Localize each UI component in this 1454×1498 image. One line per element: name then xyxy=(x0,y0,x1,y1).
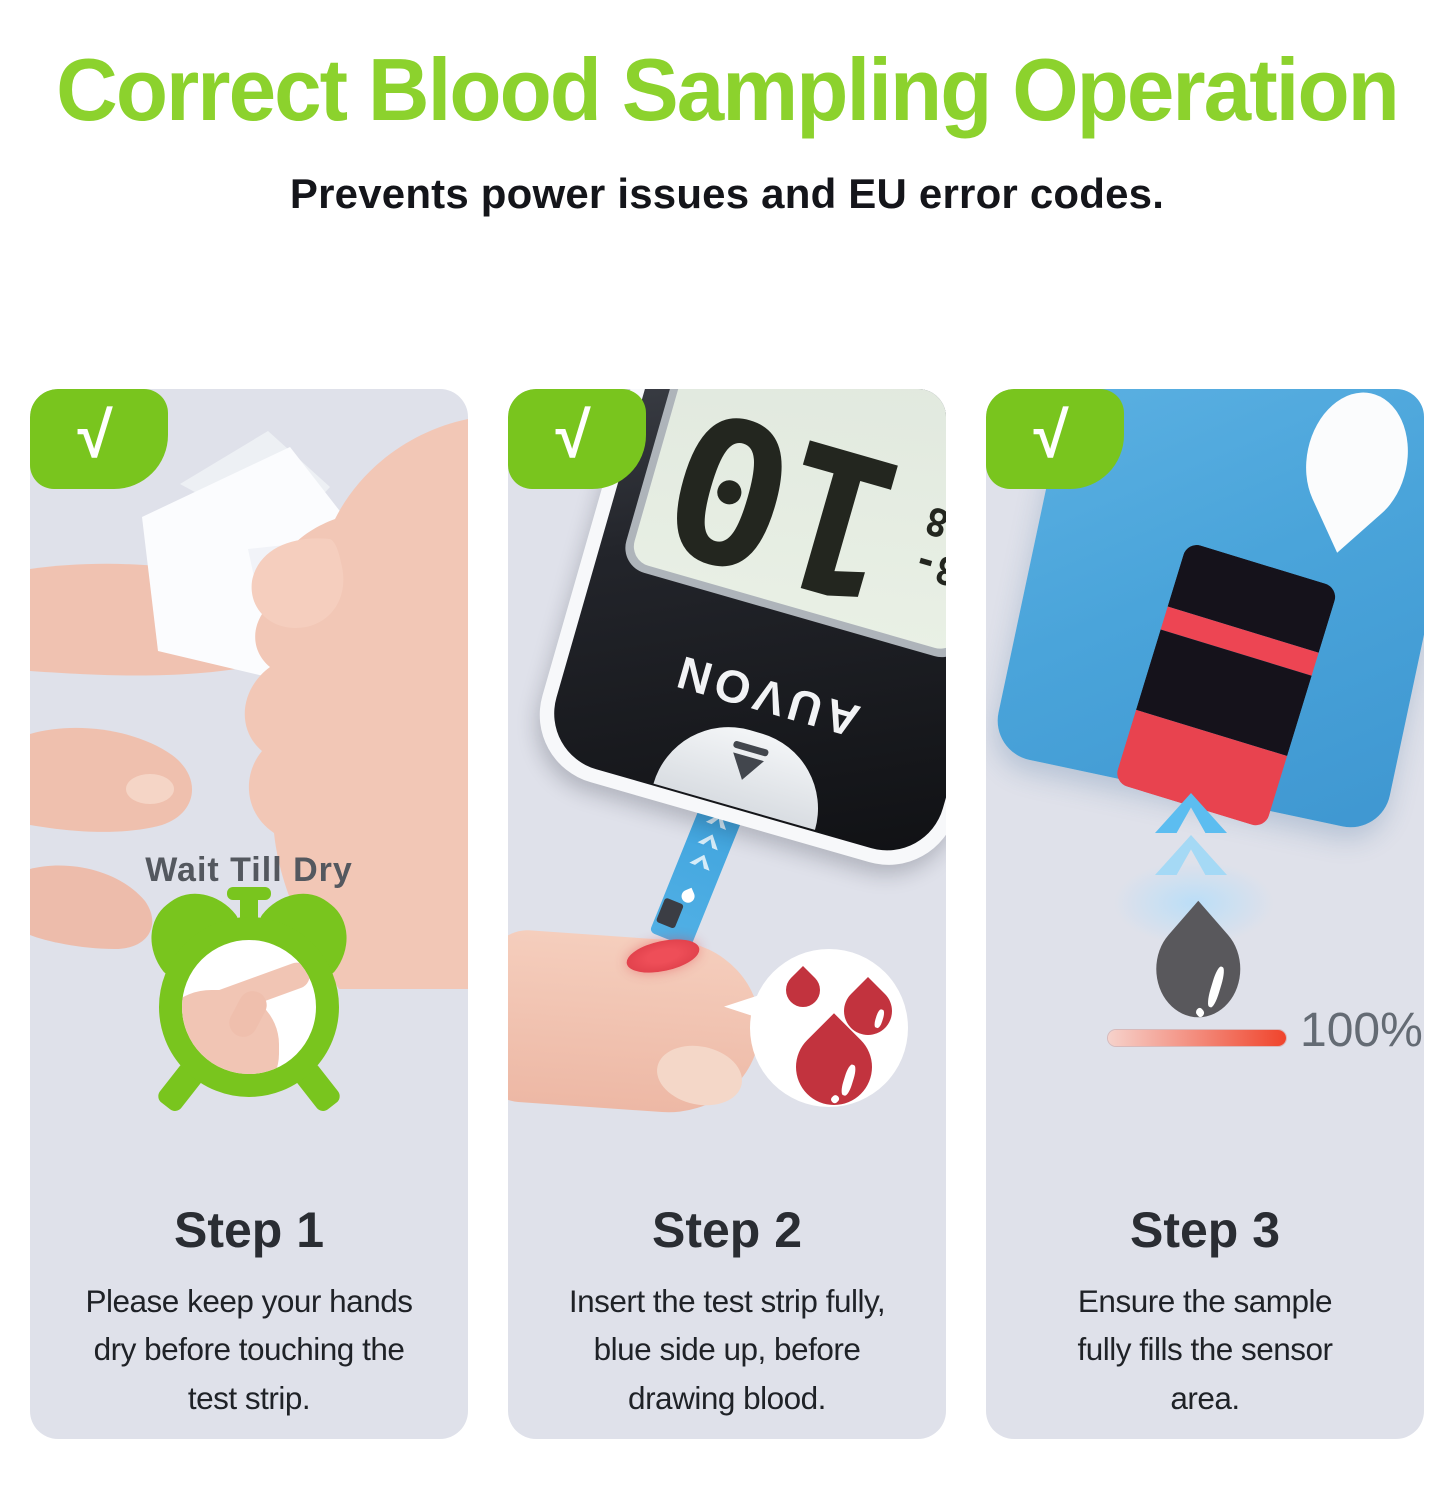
hands-drying-photo xyxy=(30,419,468,989)
clock-winder xyxy=(227,887,271,900)
strip-drop-icon xyxy=(679,887,697,905)
clock-winder-stem xyxy=(240,898,258,920)
steps-row: √ Wait Till Dry xyxy=(30,389,1424,1439)
alarm-clock-icon xyxy=(132,875,366,1115)
step-2-body: Insert the test strip fully, blue side u… xyxy=(568,1282,886,1417)
gray-drop-shape xyxy=(1138,900,1258,1038)
strip-arrow-icon xyxy=(697,830,722,850)
sensor-area xyxy=(1113,541,1339,829)
drop-highlight-dot xyxy=(829,1093,841,1105)
fill-percent-label: 100% xyxy=(1300,1004,1423,1057)
drop-highlight xyxy=(872,1008,885,1029)
lcd-bezel: 8-08 10 de mg/dL 12:06 xyxy=(619,389,946,664)
check-badge: √ xyxy=(986,389,1124,489)
step-2-heading: Step 2 xyxy=(651,1201,803,1258)
white-teardrop-icon xyxy=(1287,389,1424,553)
page-title: Correct Blood Sampling Operation xyxy=(56,40,1400,139)
page-subtitle: Prevents power issues and EU error codes… xyxy=(289,170,1165,218)
wait-till-dry-label: Wait Till Dry xyxy=(145,851,353,889)
step-3-body: Ensure the sample fully fills the sensor… xyxy=(1077,1282,1333,1417)
check-icon: √ xyxy=(555,399,591,471)
strip-drop-mark xyxy=(1287,389,1424,553)
step-2-card: √ 8-08 10 xyxy=(508,389,946,1439)
check-icon: √ xyxy=(77,399,113,471)
drop-highlight xyxy=(1206,965,1227,1009)
left-thumb xyxy=(30,865,153,949)
sample-drop-icon xyxy=(1138,900,1258,1038)
drop-highlight xyxy=(839,1063,858,1098)
step-1-heading: Step 1 xyxy=(173,1201,325,1258)
step-1-card: √ Wait Till Dry xyxy=(30,389,468,1439)
right-thumb xyxy=(251,538,344,628)
step-1-body: Please keep your hands dry before touchi… xyxy=(85,1282,413,1417)
step-3-card: √ 100% Step 3 Ensure the sam xyxy=(986,389,1424,1439)
drop-highlight-dot xyxy=(1194,1006,1206,1019)
fingernail xyxy=(651,1038,748,1113)
curled-fingernail xyxy=(126,774,174,804)
port-arrow-icon xyxy=(726,752,764,785)
lcd-reading: 10 xyxy=(646,389,929,648)
lcd-content: 8-08 10 de mg/dL 12:06 xyxy=(629,389,946,653)
fill-progress-bar xyxy=(1108,1030,1286,1046)
blood-drops-bubble xyxy=(724,949,908,1121)
step-3-heading: Step 3 xyxy=(1129,1201,1281,1258)
check-badge: √ xyxy=(30,389,168,489)
strip-arrow-icon xyxy=(689,851,714,871)
lcd-screen: 8-08 10 de mg/dL 12:06 xyxy=(629,389,946,654)
strip-sensor-notch xyxy=(655,897,685,929)
curled-finger xyxy=(30,727,193,832)
check-badge: √ xyxy=(508,389,646,489)
clock-face xyxy=(159,917,339,1097)
check-icon: √ xyxy=(1033,399,1069,471)
